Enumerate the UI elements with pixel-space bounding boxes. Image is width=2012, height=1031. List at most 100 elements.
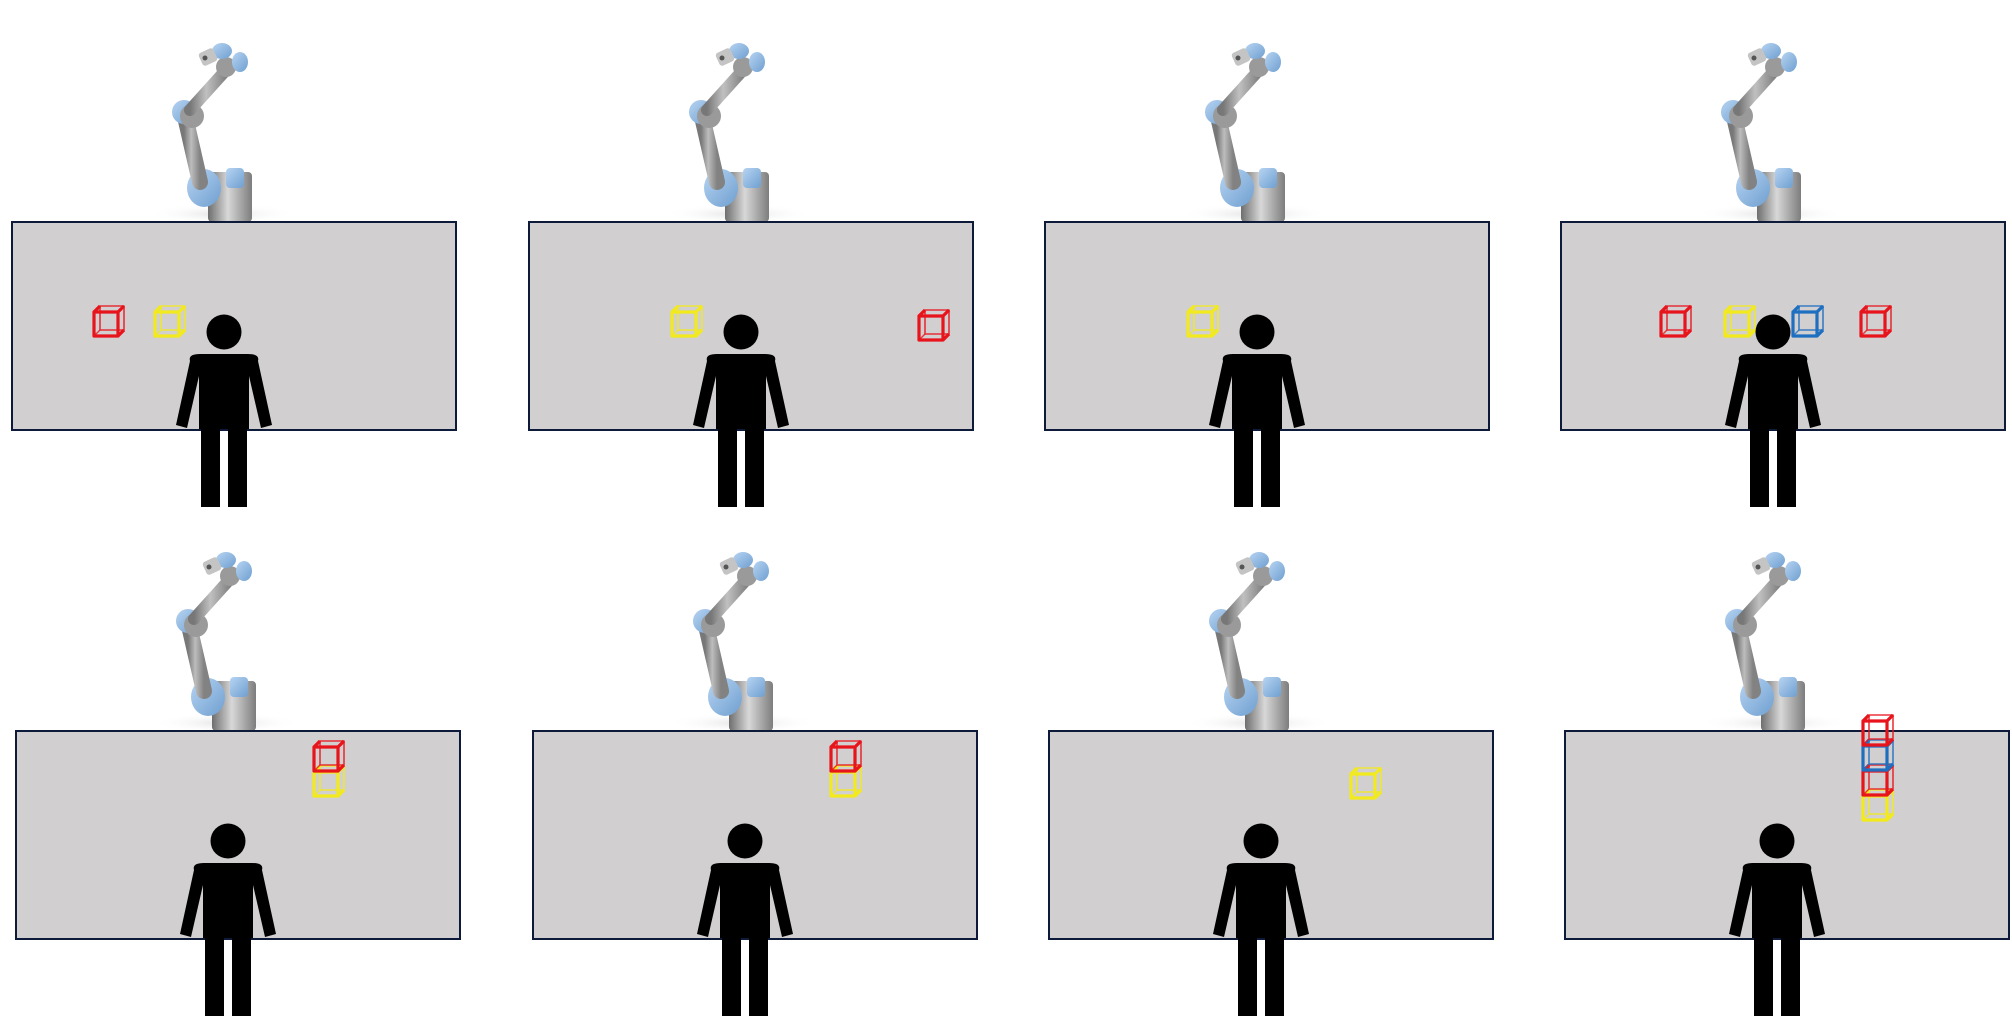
arm-joint-icon xyxy=(1785,561,1801,581)
arm-upper-link xyxy=(184,64,232,116)
person-icon xyxy=(1209,314,1305,507)
scene-1-2 xyxy=(528,43,974,507)
person-torso xyxy=(1725,354,1821,429)
scene-2-3 xyxy=(1048,552,1494,1016)
arm-wrist xyxy=(1249,57,1269,77)
person-torso xyxy=(180,863,276,938)
robot-arm xyxy=(1700,552,1850,733)
arm-joint-icon xyxy=(749,52,765,72)
yellow-block xyxy=(153,304,187,338)
arm-tool-flange xyxy=(1235,557,1255,575)
blue-block xyxy=(1791,304,1825,338)
person-icon xyxy=(693,314,789,507)
person-icon xyxy=(1729,823,1825,1016)
person-leg-right xyxy=(1781,936,1800,1016)
robot-arm xyxy=(668,552,818,733)
yellow-block xyxy=(1349,766,1383,800)
arm-joint-icon xyxy=(1269,561,1285,581)
arm-tool-flange xyxy=(1751,557,1771,575)
arm-tool-flange xyxy=(202,557,222,575)
person-leg-left xyxy=(1750,427,1769,507)
arm-tool-flange xyxy=(715,48,735,66)
arm-joint-icon xyxy=(733,552,753,568)
robot-arm xyxy=(1696,43,1846,224)
red-block xyxy=(312,739,346,773)
arm-joint-icon xyxy=(1259,168,1277,188)
person-head xyxy=(727,823,763,859)
yellow-block xyxy=(1186,304,1220,338)
person-leg-left xyxy=(718,427,737,507)
arm-upper-link xyxy=(705,573,753,625)
yellow-block xyxy=(1723,304,1757,338)
scene-1-4 xyxy=(1560,43,2006,507)
arm-joint-icon xyxy=(232,52,248,72)
arm-wrist xyxy=(737,566,757,586)
arm-joint-icon xyxy=(1249,552,1269,568)
person-icon xyxy=(176,314,272,507)
person-head xyxy=(1239,314,1275,350)
person-torso xyxy=(697,863,793,938)
arm-joint-icon xyxy=(1245,43,1265,59)
person-icon xyxy=(1725,314,1821,507)
arm-joint-icon xyxy=(216,552,236,568)
arm-tool-flange xyxy=(1231,48,1251,66)
scene-2-1 xyxy=(15,552,461,1016)
scene-2-4 xyxy=(1564,552,2010,1016)
arm-upper-link xyxy=(1217,64,1265,116)
red-block xyxy=(917,308,951,342)
person-leg-right xyxy=(228,427,247,507)
robot-arm xyxy=(664,43,814,224)
scene-1-3 xyxy=(1044,43,1490,507)
person-head xyxy=(1755,314,1791,350)
arm-wrist xyxy=(1765,57,1785,77)
person-icon xyxy=(1213,823,1309,1016)
red-block xyxy=(1861,713,1895,747)
person-torso xyxy=(176,354,272,429)
arm-tool-flange xyxy=(719,557,739,575)
arm-joint-icon xyxy=(1779,677,1797,697)
person-leg-right xyxy=(232,936,251,1016)
arm-joint-icon xyxy=(1765,552,1785,568)
person-head xyxy=(206,314,242,350)
arm-joint-icon xyxy=(236,561,252,581)
arm-joint-icon xyxy=(1781,52,1797,72)
person-leg-right xyxy=(1777,427,1796,507)
arm-joint-icon xyxy=(212,43,232,59)
person-leg-right xyxy=(1265,936,1284,1016)
arm-joint-icon xyxy=(230,677,248,697)
arm-wrist xyxy=(1253,566,1273,586)
red-block xyxy=(92,304,126,338)
arm-joint-icon xyxy=(1265,52,1281,72)
scene-2-2 xyxy=(532,552,978,1016)
scene-1-1 xyxy=(11,43,457,507)
person-head xyxy=(1243,823,1279,859)
arm-wrist xyxy=(733,57,753,77)
arm-tool-flange xyxy=(198,48,218,66)
robot-arm xyxy=(1180,43,1330,224)
arm-wrist xyxy=(1769,566,1789,586)
red-block xyxy=(1659,304,1693,338)
person-head xyxy=(210,823,246,859)
person-leg-right xyxy=(749,936,768,1016)
arm-upper-link xyxy=(701,64,749,116)
red-block xyxy=(1859,304,1893,338)
robot-arm xyxy=(151,552,301,733)
arm-tool-flange xyxy=(1747,48,1767,66)
person-torso xyxy=(1213,863,1309,938)
arm-joint-icon xyxy=(226,168,244,188)
robot-arm xyxy=(147,43,297,224)
arm-joint-icon xyxy=(1775,168,1793,188)
arm-upper-link xyxy=(1737,573,1785,625)
person-torso xyxy=(693,354,789,429)
arm-joint-icon xyxy=(753,561,769,581)
person-leg-left xyxy=(1238,936,1257,1016)
person-head xyxy=(1759,823,1795,859)
person-leg-left xyxy=(1234,427,1253,507)
arm-joint-icon xyxy=(747,677,765,697)
arm-upper-link xyxy=(188,573,236,625)
arm-wrist xyxy=(216,57,236,77)
person-head xyxy=(723,314,759,350)
arm-wrist xyxy=(220,566,240,586)
